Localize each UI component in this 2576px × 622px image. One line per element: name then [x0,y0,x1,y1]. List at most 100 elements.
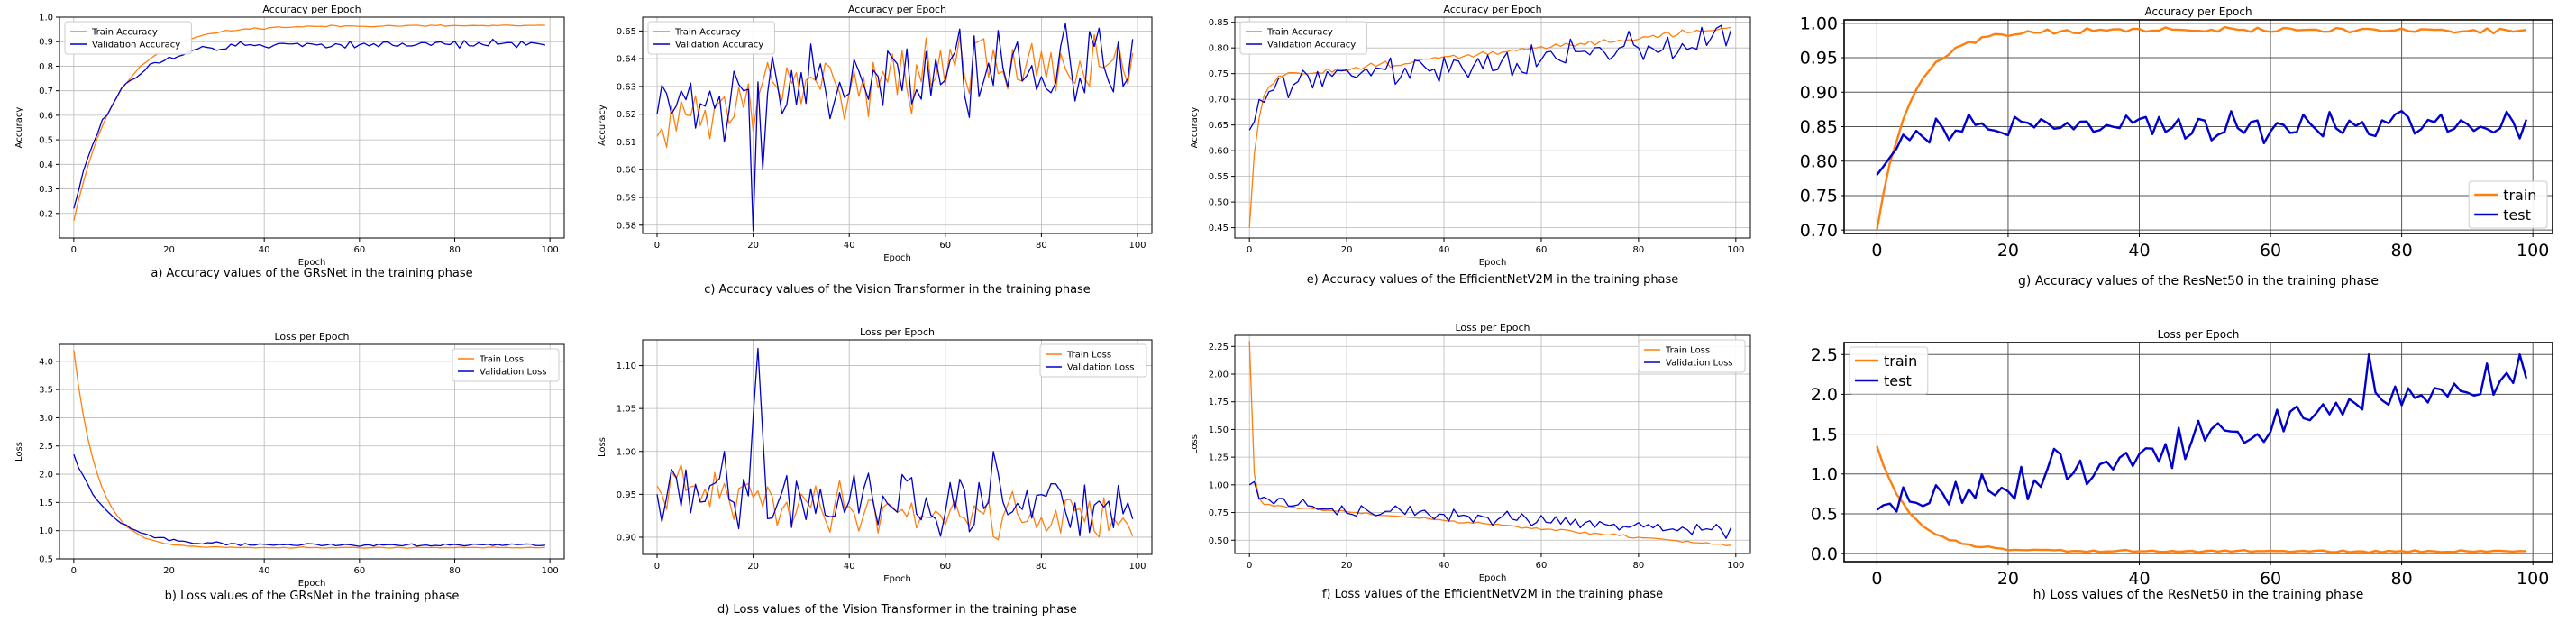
plot-frame [1234,334,1751,554]
legend-label: Validation Loss [1067,363,1135,373]
series-line-train [656,33,1134,148]
x-tick-label: 0 [654,241,660,251]
x-tick-label: 40 [1439,245,1450,255]
x-tick-label: 0 [654,562,660,572]
y-tick-label: 1.75 [1209,398,1229,407]
y-tick-label: 1.0 [1811,464,1838,484]
chart-title: Loss per Epoch [860,326,935,338]
y-tick-label: 1.5 [1811,425,1838,444]
series-line-train [1876,445,2526,554]
series-line-validation [1876,109,2528,176]
y-tick-label: 0.75 [1800,187,1838,206]
plot-frame [1234,16,1751,239]
y-tick-label: 0.60 [617,166,636,176]
chart-title: Accuracy per Epoch [1443,4,1541,15]
x-tick-label: 40 [844,562,855,572]
legend-box [1239,21,1367,55]
series-line-validation [1876,353,2528,513]
legend-box [1039,343,1147,378]
y-tick-label: 0.5 [1811,505,1838,525]
chart-e: 0 20 40 60 80 100 0.45 0.50 0.55 0.60 0.65 0.70 0.75… [1190,4,1751,287]
y-axis-label: Loss [14,442,24,462]
y-tick-label: 2.0 [39,471,53,480]
x-tick-label: 100 [542,245,559,255]
x-tick-label: 100 [1727,245,1744,255]
legend-label: Validation Accuracy [92,41,180,50]
series-line-validation [73,38,546,209]
y-tick-label: 4.0 [39,357,53,367]
x-tick-label: 60 [939,241,951,251]
x-tick-label: 20 [747,241,759,251]
x-axis-label: Epoch [298,579,326,589]
series-line-train [656,463,1134,541]
y-tick-label: 0.90 [1800,83,1838,103]
chart-b: 0 20 40 60 80 100 0.5 1.0 1.5 2.0 2.5 3.0 3.5 4.0 Loss… [14,331,565,603]
series-line-validation [656,23,1134,232]
legend-label: test [2503,206,2531,224]
x-tick-label: 80 [1633,245,1645,255]
x-tick-label: 100 [1128,562,1146,572]
y-tick-label: 0.58 [617,221,636,231]
y-tick-label: 2.0 [1811,385,1838,405]
chart-title: Accuracy per Epoch [262,4,361,15]
y-tick-label: 0.70 [1209,96,1229,105]
y-tick-label: 0.4 [39,160,53,170]
chart-c: 0 20 40 60 80 100 0.58 0.59 0.60 0.61 0.62 0.63 0.64… [598,4,1153,297]
chart-title: Loss per Epoch [2158,328,2240,341]
legend-label: Train Accuracy [91,28,158,38]
chart-a: 0 20 40 60 80 100 0.2 0.3 0.4 0.5 0.6 0.7 0.8 0.9 1.0 A… [14,4,565,280]
y-tick-label: 0.6 [39,111,53,121]
legend-label: Train Loss [1066,351,1111,361]
y-tick-label: 0.90 [617,533,636,543]
x-tick-label: 0 [1247,245,1252,255]
legend-box [64,21,192,55]
chart-title: Loss per Epoch [274,331,349,343]
y-tick-label: 1.05 [617,405,636,415]
x-tick-label: 80 [2391,569,2413,589]
chart-title: Accuracy per Epoch [848,4,946,15]
panel-caption: a) Accuracy values of the GRsNet in the … [151,267,472,280]
legend-box [452,348,560,382]
panel-caption: f) Loss values of the EfficientNetV2M in… [1322,588,1663,601]
y-tick-label: 2.25 [1209,343,1229,352]
x-tick-label: 60 [1536,561,1548,571]
plot-frame [1843,342,2553,563]
x-tick-label: 80 [1633,561,1645,571]
x-tick-label: 80 [449,245,461,255]
y-tick-label: 1.25 [1209,453,1229,463]
y-tick-label: 1.00 [1209,480,1229,490]
x-tick-label: 40 [259,566,270,576]
y-tick-label: 0.85 [1209,18,1229,28]
panel-caption: b) Loss values of the GRsNet in the trai… [165,590,460,603]
y-tick-label: 1.50 [1209,425,1229,435]
legend-label: Train Accuracy [674,28,741,38]
legend-label: Validation Accuracy [675,41,763,50]
x-tick-label: 80 [1036,562,1047,572]
x-tick-label: 20 [163,566,175,576]
series-line-validation [73,453,545,547]
y-tick-label: 1.5 [39,499,53,508]
y-tick-label: 0.95 [617,490,636,500]
y-tick-label: 0.65 [1209,121,1229,131]
y-tick-label: 0.75 [1209,69,1229,79]
legend-box [1849,346,1929,395]
y-tick-label: 0.63 [617,82,636,92]
x-tick-label: 40 [844,241,855,251]
plot-frame [59,343,565,560]
legend-label: Train Accuracy [1266,28,1333,38]
x-tick-label: 100 [1128,241,1146,251]
series-line-train [73,350,545,549]
y-tick-label: 2.5 [39,442,53,452]
y-tick-label: 2.00 [1209,370,1229,380]
chart-g: 0 20 40 60 80 100 0.70 0.75 0.80 0.85 0.90 0.95 1.00… [1800,5,2553,288]
x-axis-label: Epoch [883,253,911,263]
y-tick-label: 1.10 [617,361,636,371]
x-tick-label: 100 [2517,569,2549,589]
x-tick-label: 60 [1536,245,1548,255]
x-tick-label: 60 [353,245,365,255]
x-tick-label: 20 [1341,245,1353,255]
series-line-validation [1248,24,1732,131]
y-tick-label: 2.5 [1811,345,1838,365]
legend-label: Validation Accuracy [1267,41,1356,50]
